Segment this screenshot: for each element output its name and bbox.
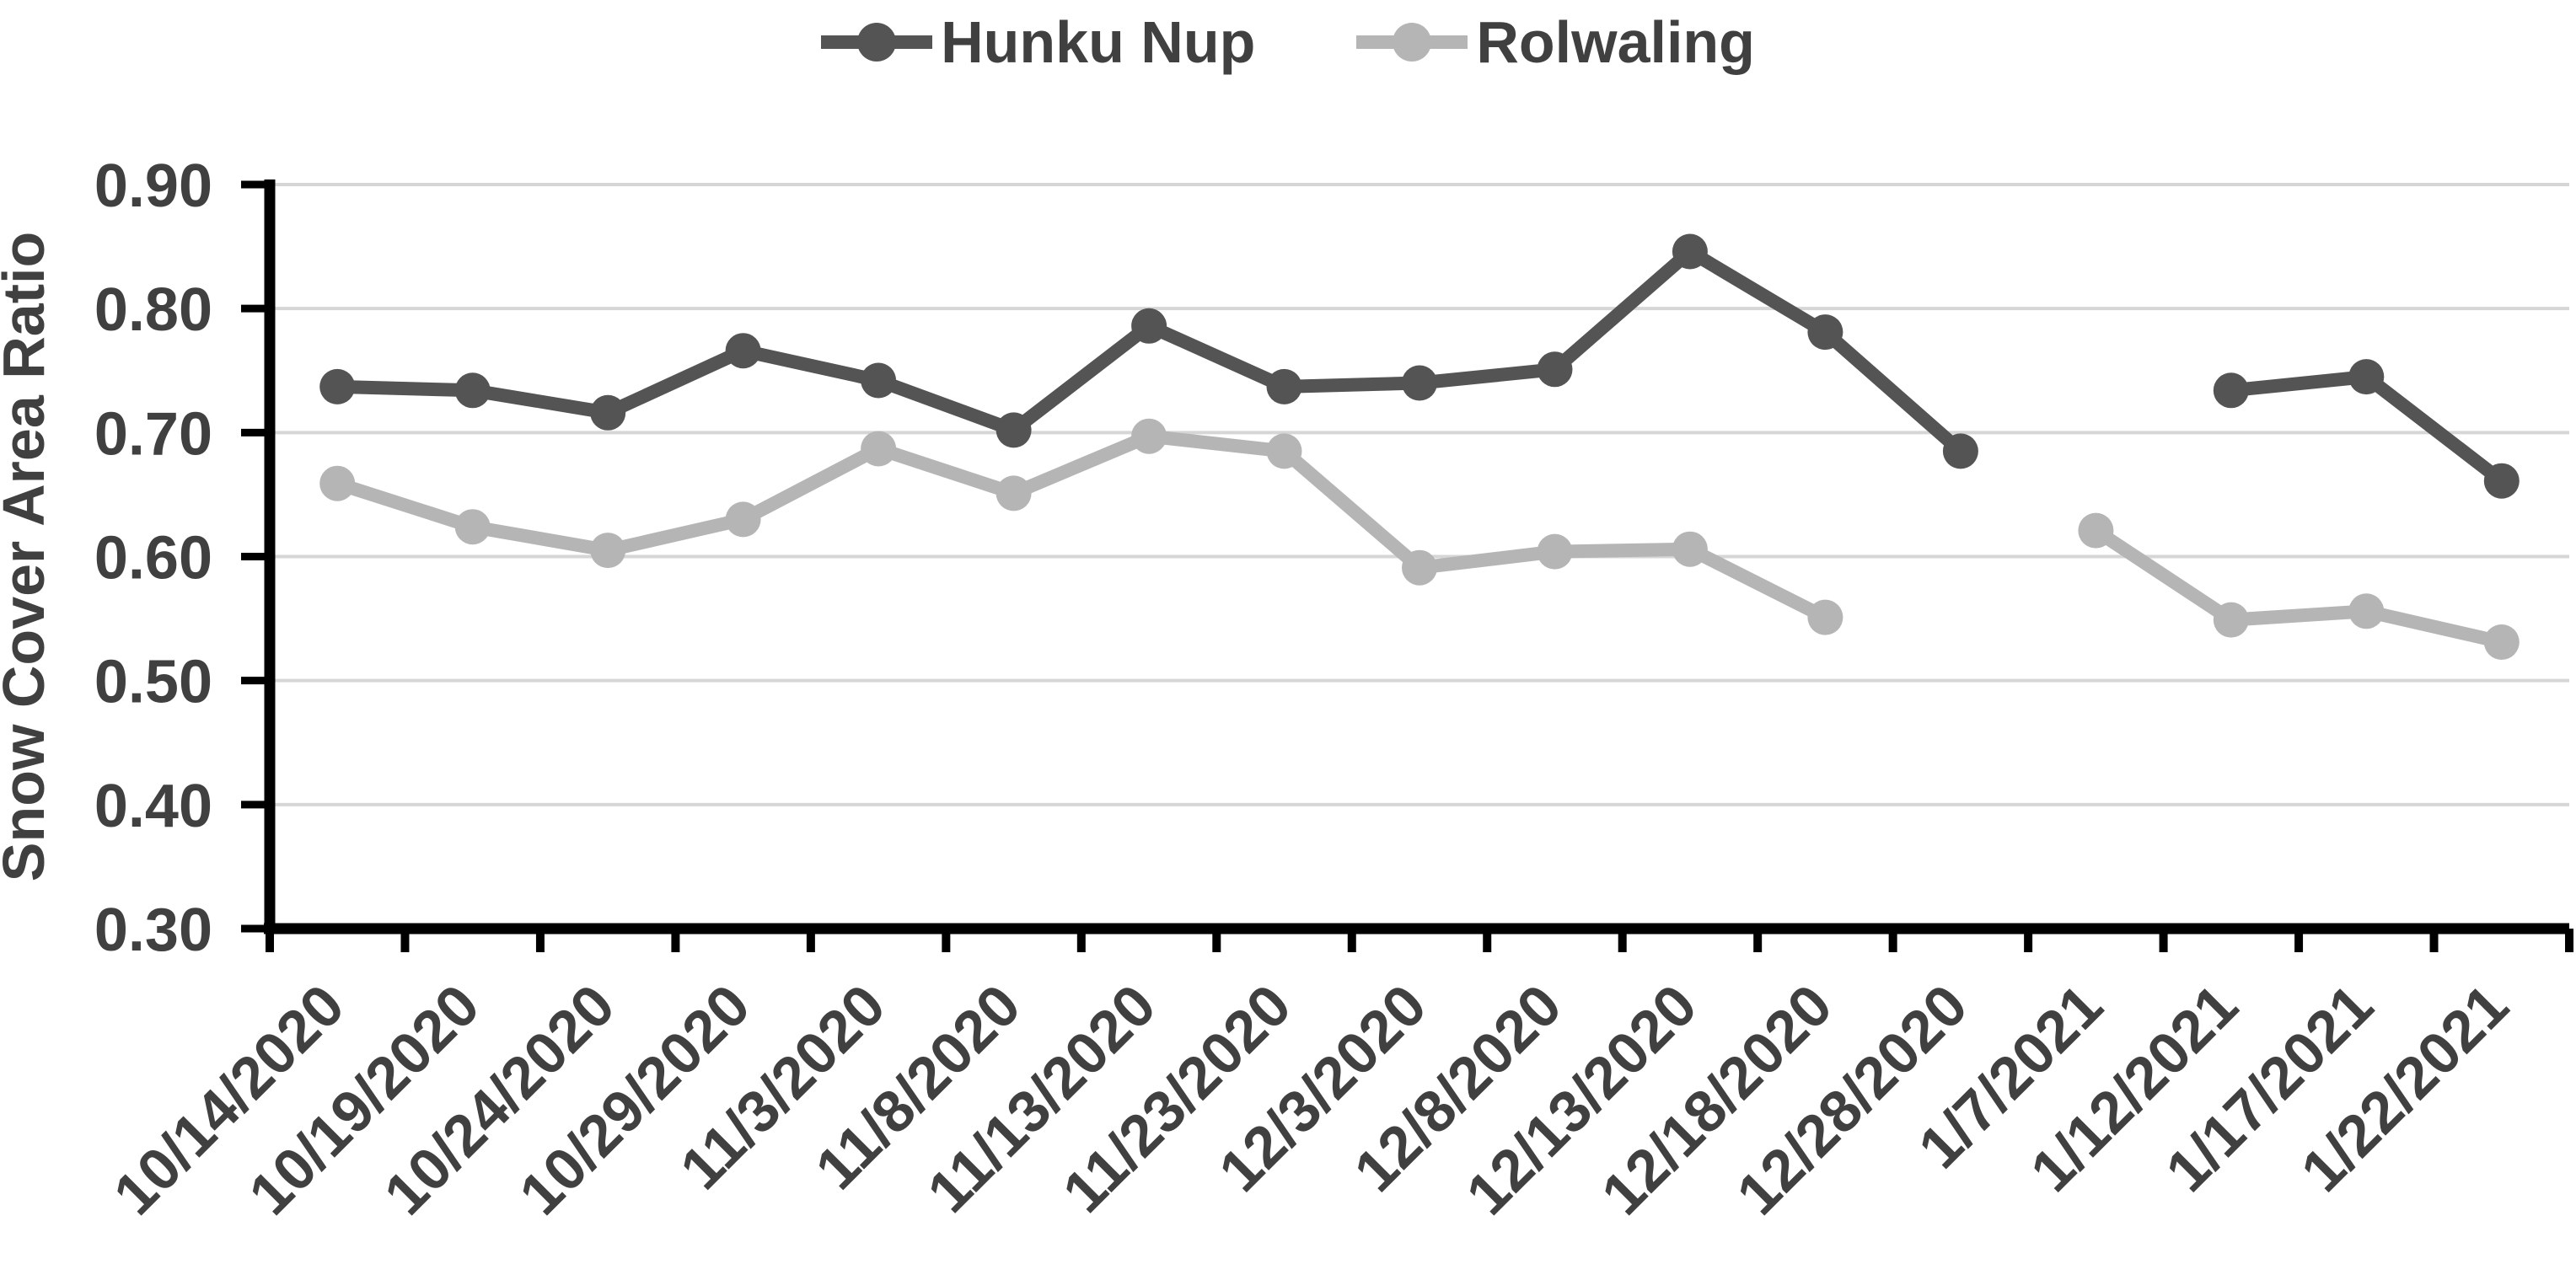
y-tick-label: 0.90 (94, 153, 212, 220)
y-tick-label: 0.30 (94, 897, 212, 964)
data-point-hunku-nup (1131, 308, 1167, 344)
legend-marker-hunku-nup-icon (821, 23, 933, 62)
legend-label-rolwaling: Rolwaling (1476, 9, 1755, 75)
data-point-hunku-nup (1402, 365, 1437, 401)
data-point-rolwaling (1402, 549, 1437, 586)
y-tick-label: 0.70 (94, 400, 212, 468)
data-point-rolwaling (996, 475, 1032, 511)
legend-item-rolwaling: Rolwaling (1356, 8, 1755, 76)
data-point-hunku-nup (454, 372, 491, 409)
data-point-rolwaling (1266, 433, 1302, 469)
data-point-hunku-nup (1942, 433, 1978, 469)
data-point-hunku-nup (590, 394, 626, 431)
legend-item-hunku-nup: Hunku Nup (821, 8, 1255, 76)
data-point-hunku-nup (2213, 372, 2249, 409)
data-point-hunku-nup (996, 412, 1032, 448)
y-tick-label: 0.80 (94, 276, 212, 344)
y-tick-label: 0.40 (94, 773, 212, 840)
data-point-rolwaling (319, 465, 356, 501)
data-point-hunku-nup (319, 368, 356, 404)
legend-marker-rolwaling-icon (1356, 23, 1468, 62)
data-point-rolwaling (2348, 593, 2385, 629)
y-tick-label: 0.60 (94, 525, 212, 592)
data-point-rolwaling (454, 509, 491, 545)
data-point-hunku-nup (1537, 351, 1573, 388)
data-point-rolwaling (2213, 602, 2249, 638)
data-point-hunku-nup (2348, 359, 2385, 395)
y-axis-title: Snow Cover Area Ratio (0, 232, 56, 881)
data-point-rolwaling (1537, 533, 1573, 570)
data-point-rolwaling (1807, 599, 1843, 635)
data-point-rolwaling (2483, 624, 2520, 660)
legend-label-hunku-nup: Hunku Nup (941, 9, 1256, 75)
data-point-hunku-nup (725, 333, 761, 369)
data-point-rolwaling (1672, 531, 1708, 567)
data-point-rolwaling (725, 501, 761, 538)
data-point-rolwaling (1131, 418, 1167, 454)
data-point-hunku-nup (1266, 368, 1302, 404)
data-point-rolwaling (590, 533, 626, 569)
data-point-hunku-nup (861, 362, 897, 399)
data-point-rolwaling (2078, 512, 2114, 549)
data-point-hunku-nup (1672, 233, 1708, 270)
chart-legend: Hunku Nup Rolwaling (0, 2, 2576, 83)
data-point-rolwaling (861, 431, 897, 467)
y-tick-label: 0.50 (94, 649, 212, 716)
data-point-hunku-nup (1807, 314, 1843, 351)
series-line-rolwaling (330, 429, 2509, 649)
data-point-hunku-nup (2483, 463, 2520, 499)
